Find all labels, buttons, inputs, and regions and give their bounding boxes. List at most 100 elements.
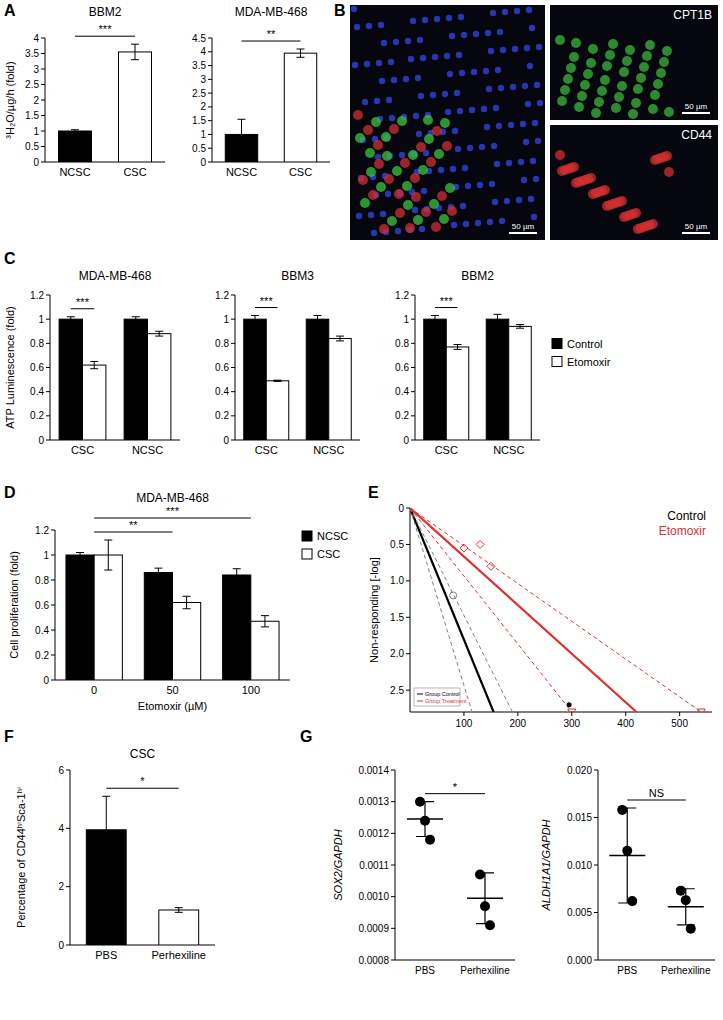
y-tick — [208, 38, 212, 39]
chart-title: CSC — [130, 747, 156, 761]
nucleus — [479, 144, 485, 150]
stained-cell — [571, 38, 581, 48]
nucleus — [393, 39, 399, 45]
nucleus — [502, 9, 508, 15]
error-bar — [67, 317, 75, 322]
error-bar — [155, 331, 163, 336]
y-tick-label: 1.5 — [192, 115, 206, 126]
y-tick — [51, 530, 55, 531]
nucleus — [499, 218, 505, 224]
y-tick — [231, 440, 235, 441]
y-tick — [46, 295, 50, 296]
series-line — [410, 508, 701, 712]
bar — [159, 910, 199, 945]
stained-cell — [628, 109, 638, 119]
channel-label: CPT1B — [673, 8, 712, 22]
stained-cell — [437, 191, 447, 201]
nucleus — [455, 146, 461, 152]
nucleus — [417, 37, 423, 43]
y-axis-label: Cell proliferation (fold) — [8, 551, 20, 659]
y-tick — [231, 319, 235, 320]
bar-chart: 00.511.522.533.54³H₂O/µg/h (fold)BBM2NCS… — [4, 5, 165, 178]
nucleus — [498, 85, 504, 91]
nucleus — [432, 54, 438, 60]
nucleus — [525, 101, 531, 107]
nucleus — [492, 199, 498, 205]
x-tick — [571, 712, 572, 716]
y-axis-line — [212, 38, 213, 162]
data-point — [697, 709, 705, 712]
y-tick — [41, 69, 45, 70]
nucleus — [518, 159, 524, 165]
bar — [119, 52, 152, 162]
stained-cell — [376, 182, 386, 192]
y-tick-label: 0.005 — [567, 907, 592, 918]
nucleus — [506, 160, 512, 166]
nucleus — [485, 30, 491, 36]
x-tick-label: NCSC — [493, 444, 524, 456]
y-tick-label: 1.0 — [390, 575, 404, 586]
y-tick-label: 1.5 — [390, 612, 404, 623]
bar-chart: 00.20.40.60.811.2BBM2CSCNCSC***ControlEt… — [395, 269, 611, 456]
y-tick-label: 0 — [403, 435, 409, 446]
chart-title: MDA-MB-468 — [79, 269, 152, 283]
significance-bracket — [242, 41, 301, 42]
nucleus — [408, 56, 414, 62]
bar — [59, 319, 82, 440]
error-bar — [261, 616, 269, 627]
y-tick — [46, 391, 50, 392]
nucleus — [391, 77, 397, 83]
y-tick-label: 2.5 — [25, 79, 39, 90]
y-tick — [411, 440, 415, 441]
series-line — [410, 508, 572, 712]
y-tick — [46, 440, 50, 441]
x-tick-label: Perhexiline — [661, 965, 711, 976]
stained-cell — [555, 150, 565, 160]
y-tick-label: 0.000 — [567, 955, 592, 966]
nucleus — [522, 83, 528, 89]
nucleus — [475, 220, 481, 226]
nucleus — [381, 40, 387, 46]
stained-cell — [611, 103, 621, 113]
nucleus — [508, 122, 514, 128]
error-bar — [454, 345, 462, 350]
x-tick-label: 50 — [166, 684, 178, 696]
error-bar — [131, 44, 139, 60]
significance-label: ** — [267, 28, 276, 40]
error-bar — [618, 808, 636, 903]
y-tick-label: 1.2 — [215, 290, 229, 301]
y-tick-label: 4 — [58, 823, 64, 834]
bar — [329, 339, 352, 441]
x-tick-label: CSC — [289, 166, 312, 178]
nucleus — [488, 48, 494, 54]
nucleus — [371, 230, 377, 236]
y-tick — [406, 544, 410, 545]
y-tick-label: 2 — [58, 881, 64, 892]
nucleus — [500, 47, 506, 53]
y-tick — [231, 295, 235, 296]
nucleus — [471, 69, 477, 75]
significance-bracket — [94, 532, 172, 533]
stained-cell — [574, 102, 584, 112]
stained-cell — [368, 190, 378, 200]
nucleus — [530, 158, 536, 164]
error-bar — [677, 889, 695, 925]
y-tick — [208, 162, 212, 163]
stained-cell — [571, 178, 581, 188]
stained-cell — [397, 116, 407, 126]
error-bar — [251, 316, 259, 323]
nucleus — [484, 124, 490, 130]
y-tick-label: 0.8 — [215, 338, 229, 349]
nucleus — [415, 75, 421, 81]
stained-cell — [588, 189, 598, 199]
x-tick-label: Perhexiline — [460, 965, 510, 976]
stained-cell — [605, 50, 615, 60]
y-axis-line — [70, 770, 71, 945]
nucleus — [495, 67, 501, 73]
y-tick — [51, 655, 55, 656]
y-tick — [41, 146, 45, 147]
stained-cell — [662, 46, 672, 56]
series-line — [410, 508, 472, 712]
nucleus — [520, 121, 526, 127]
nucleus — [418, 93, 424, 99]
